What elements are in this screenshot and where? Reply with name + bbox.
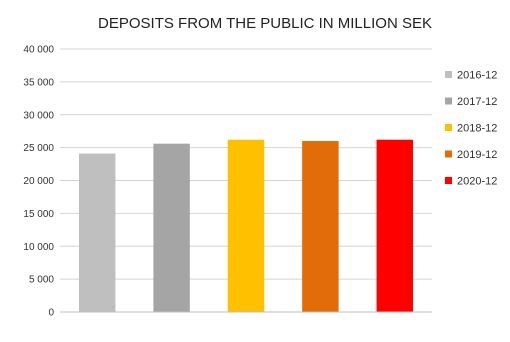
- bar-2020-12: [376, 139, 414, 312]
- legend: 2016-12 2017-12 2018-12 2019-12 2020-12: [445, 70, 497, 188]
- bar-2016-12: [78, 153, 116, 312]
- y-tick-label: 5 000: [29, 275, 54, 286]
- y-tick-label: 40 000: [23, 45, 54, 56]
- bar-2019-12: [302, 141, 339, 312]
- legend-swatch-2019-12: [445, 150, 452, 158]
- y-tick-label: 20 000: [23, 176, 54, 187]
- legend-label-2020-12: 2020-12: [457, 176, 497, 188]
- y-tick-label: 25 000: [23, 143, 54, 154]
- chart-title: DEPOSITS FROM THE PUBLIC IN MILLION SEK: [98, 15, 432, 32]
- legend-label-2018-12: 2018-12: [457, 123, 497, 135]
- y-tick-label: 10 000: [23, 242, 54, 253]
- bar-2017-12: [153, 143, 190, 312]
- legend-swatch-2017-12: [445, 97, 452, 105]
- y-tick-label: 35 000: [23, 77, 54, 88]
- legend-label-2019-12: 2019-12: [457, 149, 497, 161]
- legend-label-2016-12: 2016-12: [457, 70, 497, 82]
- legend-swatch-2020-12: [445, 177, 452, 184]
- bars: [78, 139, 414, 312]
- legend-swatch-2016-12: [445, 71, 452, 78]
- y-axis-ticks: 0 5 000 10 000 15 000 20 000 25 000 30 000 35 0…: [23, 45, 54, 319]
- y-tick-label: 0: [48, 308, 54, 319]
- legend-label-2017-12: 2017-12: [457, 96, 497, 108]
- y-tick-label: 15 000: [23, 209, 54, 220]
- bar-2018-12: [227, 139, 265, 312]
- legend-swatch-2018-12: [445, 124, 452, 131]
- y-tick-label: 30 000: [23, 110, 54, 121]
